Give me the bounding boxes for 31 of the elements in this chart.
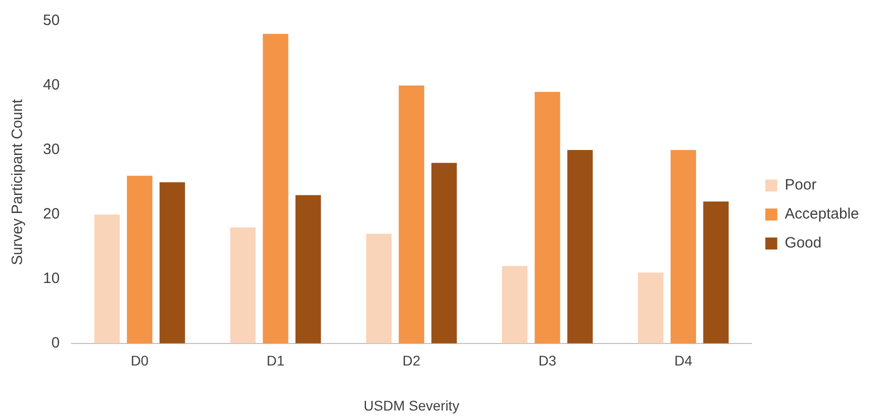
bar [126, 176, 152, 344]
bar [398, 85, 424, 344]
bar [567, 150, 593, 344]
bar [703, 202, 729, 344]
y-tick-label: 0 [51, 334, 60, 352]
bar [160, 182, 185, 344]
bar [670, 150, 696, 344]
bar [262, 34, 288, 344]
y-tick-label: 20 [42, 206, 60, 223]
legend-label: Poor [784, 176, 816, 194]
legend-label: Acceptable [784, 206, 859, 223]
x-tick-label: D1 [266, 352, 285, 369]
bar [94, 214, 120, 344]
bar [534, 92, 560, 344]
bar [230, 227, 256, 344]
y-tick-label: 40 [42, 76, 60, 94]
x-tick-label: D0 [130, 352, 149, 369]
bar [431, 162, 457, 344]
y-tick-label: 10 [42, 270, 60, 288]
x-tick-label: D4 [674, 352, 692, 369]
bar [295, 195, 321, 344]
y-axis-title: Survey Participant Count [9, 98, 26, 266]
bar [638, 272, 664, 344]
bar [366, 234, 392, 344]
y-tick-label: 50 [42, 12, 60, 30]
legend-label: Good [784, 234, 822, 252]
x-tick-label: D3 [538, 352, 557, 369]
x-tick-label: D2 [402, 352, 421, 369]
y-tick-label: 30 [42, 141, 60, 158]
bar [502, 266, 528, 344]
x-axis-title: USDM Severity [364, 397, 460, 414]
